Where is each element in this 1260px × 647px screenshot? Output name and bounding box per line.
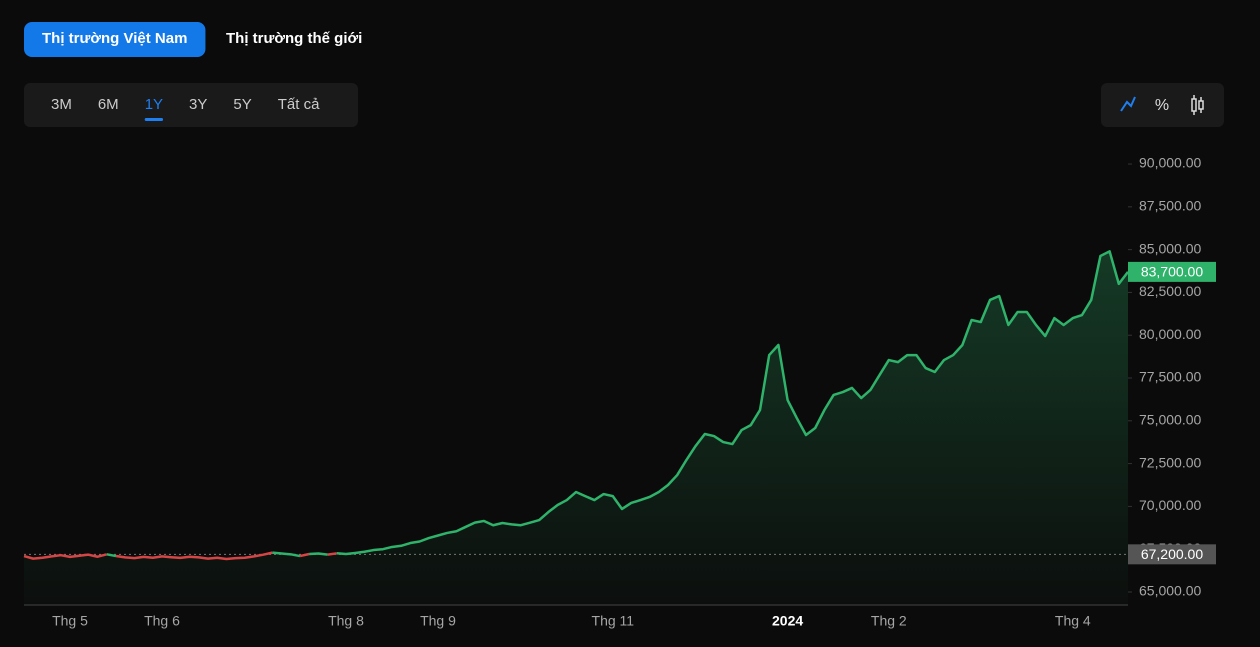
market-tab[interactable]: Thị trường Việt Nam bbox=[42, 30, 187, 47]
price-tag-label: 83,700.00 bbox=[1141, 264, 1203, 280]
price-line bbox=[299, 552, 310, 558]
x-tick-label: 2024 bbox=[772, 613, 803, 629]
y-tick-label: 72,500.00 bbox=[1139, 454, 1201, 470]
y-tick-label: 82,500.00 bbox=[1139, 283, 1201, 299]
price-tag bbox=[1128, 261, 1216, 282]
toolbar bbox=[1101, 83, 1224, 127]
x-tick-label: Thg 11 bbox=[592, 613, 635, 629]
price-area bbox=[24, 251, 1128, 605]
price-line bbox=[272, 551, 301, 558]
price-line bbox=[106, 553, 117, 558]
x-tick-label: Thg 9 bbox=[420, 613, 456, 629]
price-tag-label: 67,200.00 bbox=[1141, 546, 1203, 562]
y-tick-label: 87,500.00 bbox=[1139, 198, 1201, 214]
price-line bbox=[309, 552, 328, 556]
percent-button[interactable]: % bbox=[1155, 97, 1169, 114]
y-tick-label: 90,000.00 bbox=[1139, 155, 1201, 171]
y-tick-label: 80,000.00 bbox=[1139, 326, 1201, 342]
price-line bbox=[336, 250, 1129, 556]
price-tag bbox=[1128, 544, 1216, 565]
x-tick-label: Thg 4 bbox=[1055, 613, 1091, 629]
range-button[interactable]: 5Y bbox=[233, 96, 251, 113]
y-tick-label: 75,000.00 bbox=[1139, 412, 1201, 428]
range-button[interactable]: 3Y bbox=[189, 96, 207, 113]
y-tick-label: 77,500.00 bbox=[1139, 369, 1201, 385]
candlestick-icon[interactable] bbox=[1191, 95, 1204, 115]
price-line bbox=[327, 552, 337, 556]
x-tick-label: Thg 6 bbox=[144, 613, 180, 629]
line-chart-icon[interactable] bbox=[1120, 96, 1136, 112]
range-underline bbox=[144, 118, 164, 121]
x-tick-label: Thg 2 bbox=[871, 613, 907, 629]
price-line bbox=[115, 551, 273, 561]
range-button[interactable]: 1Y bbox=[145, 96, 163, 113]
range-button[interactable]: 3M bbox=[51, 96, 72, 113]
market-tab-bg bbox=[24, 22, 206, 57]
x-tick-label: Thg 5 bbox=[52, 613, 88, 629]
price-line bbox=[23, 553, 108, 560]
y-tick-label: 70,000.00 bbox=[1139, 497, 1201, 513]
market-tab[interactable]: Thị trường thế giới bbox=[226, 30, 362, 47]
range-button[interactable]: 6M bbox=[98, 96, 119, 113]
y-tick-label: 85,000.00 bbox=[1139, 240, 1201, 256]
y-tick-label: 65,000.00 bbox=[1139, 583, 1201, 599]
x-tick-label: Thg 8 bbox=[328, 613, 364, 629]
range-bar bbox=[24, 83, 358, 127]
range-button[interactable]: Tất cả bbox=[278, 96, 320, 113]
